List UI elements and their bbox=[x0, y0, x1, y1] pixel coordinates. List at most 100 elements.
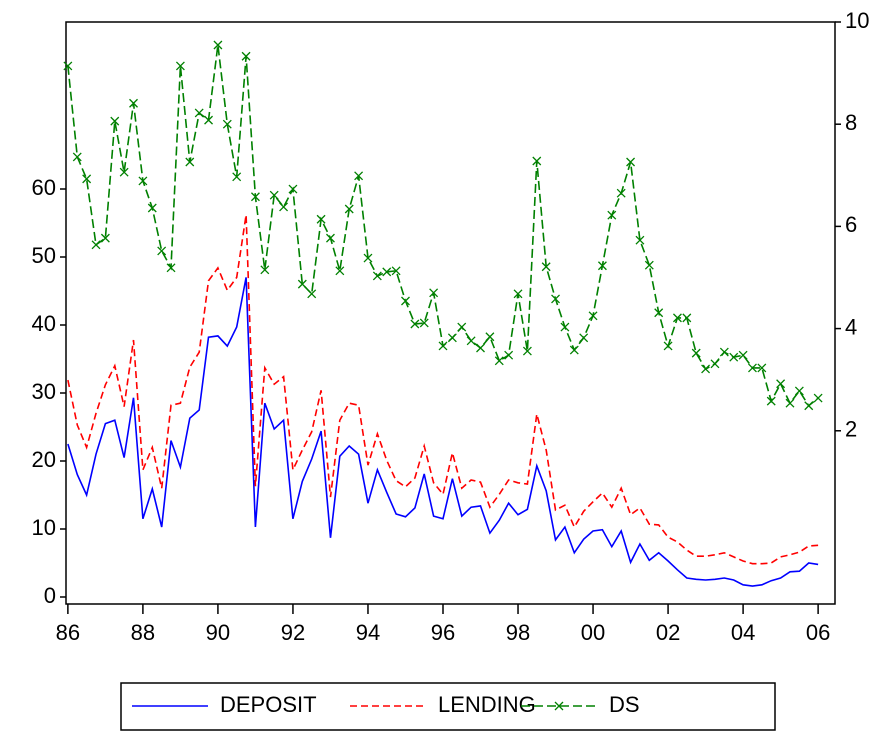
data-point bbox=[363, 253, 373, 263]
data-point bbox=[794, 386, 804, 396]
data-point bbox=[157, 246, 167, 256]
data-point bbox=[701, 364, 711, 374]
data-point bbox=[607, 210, 617, 220]
legend-label: DS bbox=[609, 692, 640, 717]
data-point bbox=[476, 343, 485, 353]
data-point bbox=[429, 288, 439, 298]
x-tick-label: 94 bbox=[356, 620, 380, 645]
y-tick-label: 0 bbox=[44, 583, 56, 608]
data-point bbox=[147, 203, 157, 213]
data-point bbox=[766, 396, 776, 406]
data-point bbox=[438, 341, 448, 351]
data-point bbox=[466, 336, 476, 346]
series-line bbox=[67, 214, 819, 565]
data-point bbox=[485, 332, 495, 342]
y-tick-label: 50 bbox=[32, 243, 56, 268]
y2-tick-label: 8 bbox=[845, 110, 857, 135]
data-point bbox=[616, 188, 626, 198]
data-point bbox=[307, 289, 317, 299]
series-line bbox=[67, 44, 819, 407]
data-point bbox=[804, 401, 814, 411]
x-tick-label: 96 bbox=[431, 620, 455, 645]
data-point bbox=[175, 61, 185, 71]
y-tick-label: 40 bbox=[32, 311, 56, 336]
data-point bbox=[522, 346, 532, 356]
data-point bbox=[532, 156, 542, 166]
data-point bbox=[729, 352, 739, 362]
data-point bbox=[382, 267, 392, 277]
legend-label: LENDING bbox=[438, 692, 536, 717]
data-point bbox=[72, 152, 82, 162]
data-point bbox=[776, 379, 786, 389]
data-point bbox=[335, 266, 345, 276]
data-point bbox=[710, 359, 720, 369]
y-tick-label: 30 bbox=[32, 379, 56, 404]
data-point bbox=[504, 350, 514, 360]
y2-tick-label: 6 bbox=[845, 212, 857, 237]
data-point bbox=[541, 262, 551, 272]
data-point bbox=[551, 294, 560, 304]
data-point bbox=[410, 319, 420, 329]
legend-marker bbox=[554, 701, 564, 711]
data-point bbox=[757, 363, 767, 373]
data-point bbox=[316, 214, 326, 224]
data-point bbox=[269, 190, 279, 200]
data-point bbox=[391, 266, 401, 276]
data-point bbox=[213, 40, 223, 50]
data-point bbox=[185, 157, 195, 167]
data-point bbox=[401, 296, 410, 306]
x-tick-label: 90 bbox=[206, 620, 230, 645]
data-point bbox=[241, 51, 251, 61]
data-point bbox=[250, 192, 260, 202]
data-point bbox=[297, 279, 307, 289]
x-tick-label: 98 bbox=[506, 620, 530, 645]
data-point bbox=[672, 313, 682, 323]
data-point bbox=[279, 202, 289, 212]
x-tick-label: 92 bbox=[281, 620, 305, 645]
data-point bbox=[100, 233, 110, 243]
data-point bbox=[513, 289, 523, 299]
data-point bbox=[204, 115, 214, 125]
data-point bbox=[110, 116, 120, 126]
data-point bbox=[597, 261, 607, 271]
data-point bbox=[748, 363, 757, 373]
legend-label: DEPOSIT bbox=[220, 692, 317, 717]
data-point bbox=[785, 398, 795, 408]
data-point bbox=[494, 356, 504, 366]
data-point bbox=[82, 174, 92, 184]
data-point bbox=[91, 240, 101, 250]
data-point bbox=[447, 333, 457, 343]
data-point bbox=[560, 322, 570, 332]
series-line bbox=[67, 277, 819, 587]
data-point bbox=[166, 263, 176, 273]
x-tick-label: 86 bbox=[56, 620, 80, 645]
data-point bbox=[326, 233, 335, 243]
x-tick-label: 04 bbox=[731, 620, 755, 645]
data-point bbox=[682, 313, 692, 323]
data-point bbox=[588, 311, 598, 321]
data-point bbox=[419, 318, 429, 328]
data-point bbox=[644, 260, 654, 270]
x-tick-label: 02 bbox=[656, 620, 680, 645]
y-tick-label: 10 bbox=[32, 515, 56, 540]
y2-tick-label: 4 bbox=[845, 314, 857, 339]
legend-box bbox=[120, 682, 776, 731]
data-point bbox=[691, 348, 701, 358]
data-point bbox=[63, 61, 73, 71]
plot-frame bbox=[65, 21, 836, 605]
data-point bbox=[579, 333, 589, 343]
data-point bbox=[372, 271, 382, 281]
data-point bbox=[354, 171, 364, 181]
x-tick-label: 00 bbox=[581, 620, 605, 645]
data-point bbox=[260, 265, 270, 275]
data-point bbox=[129, 98, 138, 108]
x-tick-label: 06 bbox=[806, 620, 830, 645]
data-point bbox=[288, 184, 298, 194]
data-point bbox=[719, 347, 729, 357]
data-point bbox=[344, 204, 354, 214]
y-tick-label: 20 bbox=[32, 447, 56, 472]
data-point bbox=[138, 176, 148, 186]
data-point bbox=[194, 108, 204, 118]
data-point bbox=[663, 341, 673, 351]
